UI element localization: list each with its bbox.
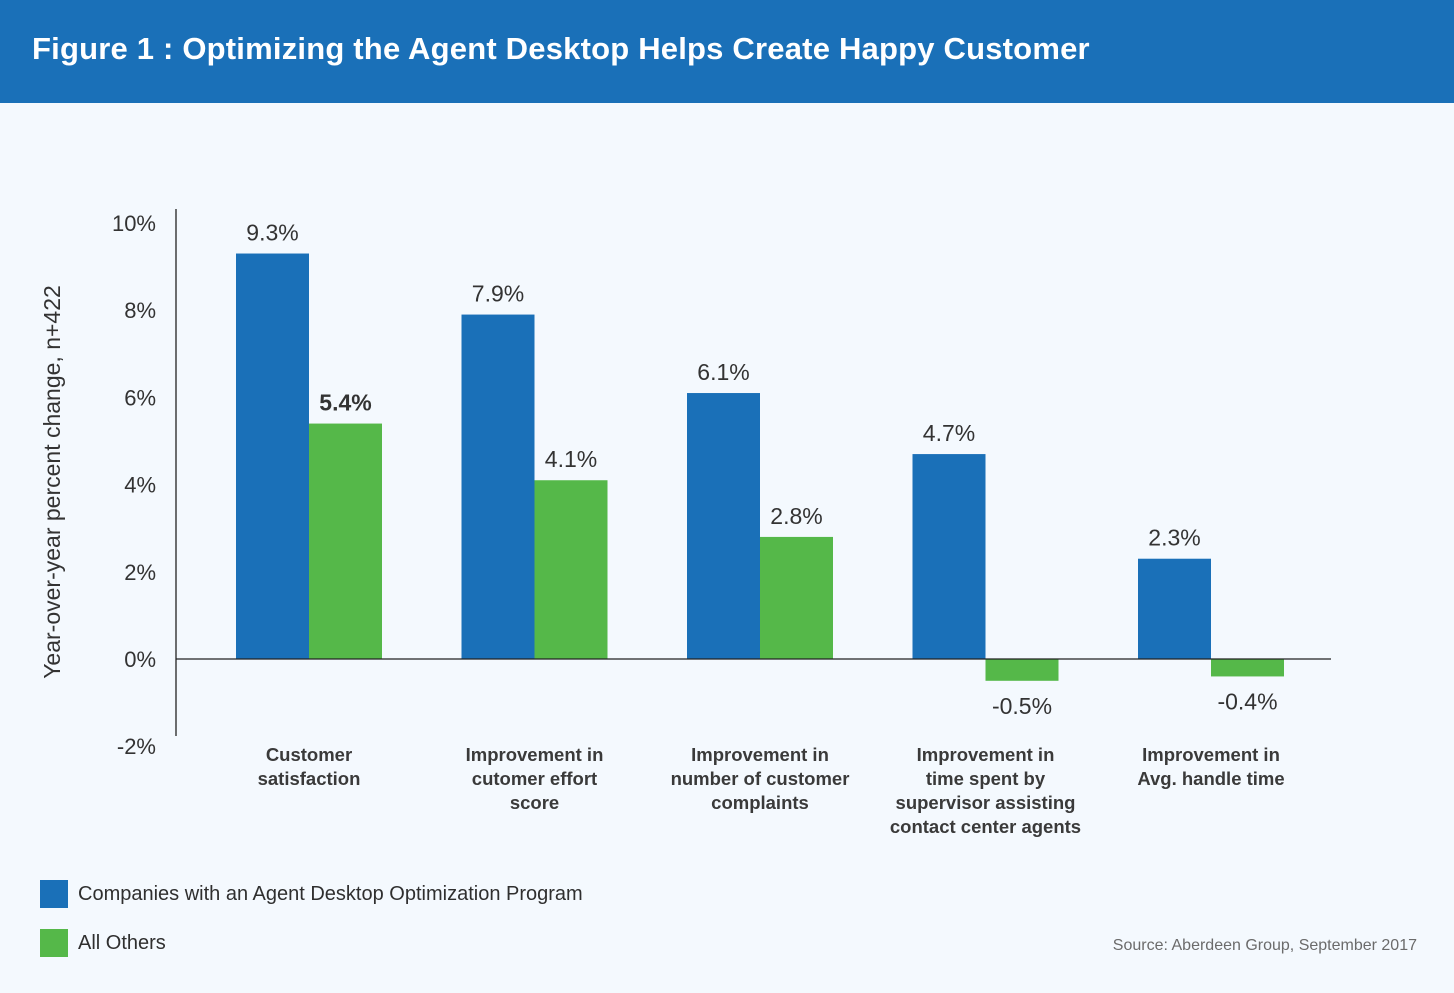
x-category-label: Improvement in Avg. handle time	[1137, 744, 1285, 789]
data-label: -0.5%	[992, 693, 1052, 719]
bar-optimized-0	[236, 253, 309, 659]
x-category-label: Improvement in number of customer complain…	[670, 744, 850, 813]
y-tick-label: 8%	[124, 298, 156, 323]
bar-others-2	[760, 536, 833, 659]
y-tick-label: 4%	[124, 473, 156, 498]
y-axis-title: Year-over-year percent change, n+422	[39, 285, 65, 679]
y-tick-label: -2%	[117, 734, 156, 759]
bar-optimized-4	[1138, 558, 1211, 659]
bar-others-3	[985, 659, 1059, 681]
figure-title: Figure 1 : Optimizing the Agent Desktop …	[32, 31, 1090, 66]
data-label: 4.1%	[545, 446, 597, 472]
bar-others-1	[534, 480, 608, 659]
data-label: 6.1%	[697, 359, 749, 385]
x-category-label: Improvement in time spent by supervisor as…	[889, 744, 1082, 837]
data-label: 4.7%	[923, 420, 975, 446]
x-category-label: Customer satisfaction	[257, 744, 361, 789]
bar-optimized-1	[461, 314, 535, 659]
legend-item-series-2: All Others	[40, 929, 166, 957]
data-label: 9.3%	[246, 220, 298, 246]
source-note: Source: Aberdeen Group, September 2017	[1112, 937, 1417, 954]
legend-item-series-1: Companies with an Agent Desktop Optimiza…	[40, 880, 583, 908]
x-category-label: Improvement in cutomer effort score	[465, 744, 604, 813]
bar-optimized-2	[687, 393, 760, 659]
legend-label-series-1: Companies with an Agent Desktop Optimiza…	[78, 882, 583, 905]
legend-label-series-2: All Others	[78, 931, 166, 954]
data-label: 5.4%	[319, 390, 371, 416]
y-tick-label: 2%	[124, 560, 156, 585]
legend-swatch-blue	[40, 880, 68, 908]
data-label: 2.8%	[770, 503, 822, 529]
y-tick-label: 0%	[124, 647, 156, 672]
y-tick-label: 6%	[124, 385, 156, 410]
bar-others-0	[309, 423, 382, 659]
bar-optimized-3	[912, 454, 986, 659]
bar-others-4	[1211, 659, 1284, 677]
y-tick-label: 10%	[112, 211, 156, 236]
data-label: 7.9%	[472, 281, 524, 307]
data-label: -0.4%	[1217, 688, 1277, 714]
legend-swatch-green	[40, 929, 68, 957]
figure-header: Figure 1 : Optimizing the Agent Desktop …	[0, 0, 1454, 103]
data-label: 2.3%	[1148, 525, 1200, 551]
